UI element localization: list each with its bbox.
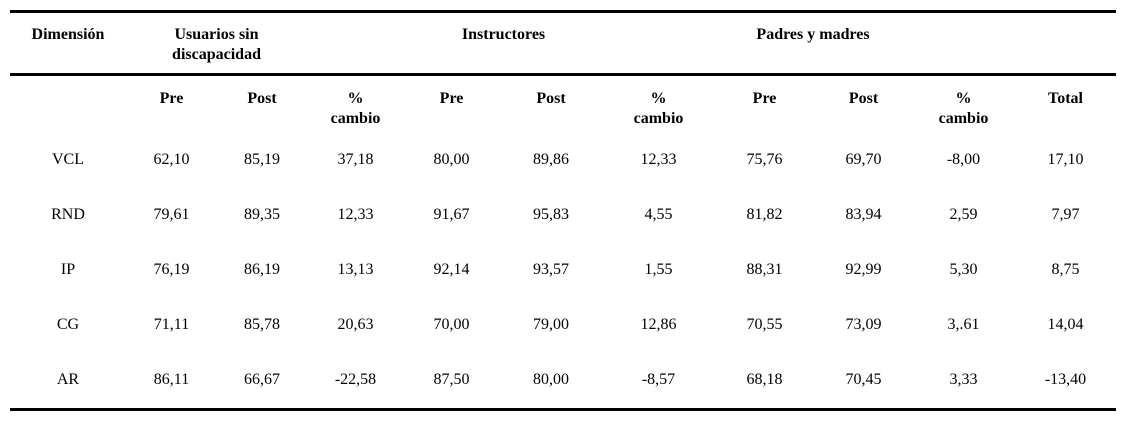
sub-header-pre-3: Pre [752,90,777,107]
group-header-padres-y-madres: Padres y madres [714,11,913,76]
cell: 88,31 [746,261,783,278]
sub-header-total: Total [1048,90,1083,107]
cell: 95,83 [533,206,570,223]
cell: 37,18 [337,151,374,168]
cell: 7,97 [1051,206,1080,223]
cell: 71,11 [153,316,190,333]
cell: 17,10 [1047,151,1084,168]
group-header-spacer [603,11,715,76]
row-label: RND [51,206,85,223]
row-label: VCL [52,151,84,168]
cell: -8,00 [946,151,981,168]
cell: 68,18 [746,371,783,388]
cell: 70,00 [433,316,470,333]
sub-header-post-2: Post [536,90,566,107]
cell: 70,55 [746,316,783,333]
cell: 83,94 [845,206,882,223]
cell: 89,86 [533,151,570,168]
row-label: AR [56,371,80,388]
cell: 12,33 [337,206,374,223]
sub-header-pct-change-1: % cambio [330,90,381,127]
cell: 12,86 [640,316,677,333]
cell: 79,00 [533,316,570,333]
sub-header-pre-1: Pre [159,90,184,107]
sub-header-empty [10,75,126,133]
results-table: Dimensión Usuarios sin discapacidad Inst… [10,10,1117,411]
row-label: IP [60,261,76,278]
cell: 79,61 [153,206,190,223]
cell: 4,55 [644,206,673,223]
cell: 66,67 [244,371,280,388]
cell: -22,58 [334,371,377,388]
cell: 75,76 [746,151,783,168]
sub-header-post-3: Post [848,90,879,107]
group-header-row: Dimensión Usuarios sin discapacidad Inst… [10,11,1117,76]
sub-header-pct-change-2: % cambio [633,90,684,127]
cell: 62,10 [153,151,190,168]
table-row-ip: IP 76,19 86,19 13,13 92,14 93,57 1,55 88… [10,243,1116,298]
group-header-usuarios-sin-discapacidad: Usuarios sin discapacidad [126,11,308,76]
sub-header-pct-change-3: % cambio [938,90,989,127]
row-label: CG [56,316,80,333]
group-header-spacer [1015,11,1117,76]
cell: 89,35 [244,206,280,223]
cell: 86,19 [244,261,280,278]
cell: 73,09 [845,316,882,333]
cell: 93,57 [533,261,570,278]
cell: 85,19 [244,151,280,168]
group-header-spacer [307,11,405,76]
group-header-spacer [912,11,1016,76]
cell: 3,33 [949,371,978,388]
cell: 80,00 [433,151,470,168]
cell: 69,70 [845,151,882,168]
cell: -8,57 [641,371,676,388]
cell: 70,45 [845,371,882,388]
cell: 20,63 [337,316,374,333]
cell: -13,40 [1044,371,1087,388]
table-row-vcl: VCL 62,10 85,19 37,18 80,00 89,86 12,33 … [10,133,1116,188]
sub-header-pre-2: Pre [439,90,464,107]
table-row-ar: AR 86,11 66,67 -22,58 87,50 80,00 -8,57 … [10,353,1116,410]
cell: 2,59 [949,206,978,223]
cell: 12,33 [640,151,677,168]
table-row-rnd: RND 79,61 89,35 12,33 91,67 95,83 4,55 8… [10,188,1116,243]
cell: 80,00 [533,371,570,388]
cell: 86,11 [153,371,190,388]
cell: 87,50 [433,371,470,388]
cell: 76,19 [153,261,190,278]
cell: 85,78 [244,316,280,333]
cell: 14,04 [1047,316,1084,333]
cell: 13,13 [337,261,374,278]
cell: 91,67 [433,206,470,223]
cell: 92,14 [433,261,470,278]
cell: 92,99 [845,261,882,278]
cell: 81,82 [746,206,783,223]
group-header-instructores: Instructores [404,11,604,76]
sub-header-post-1: Post [247,90,277,107]
cell: 8,75 [1051,261,1080,278]
column-header-dimension: Dimensión [10,11,126,76]
cell: 5,30 [949,261,978,278]
cell: 1,55 [644,261,673,278]
table-row-cg: CG 71,11 85,78 20,63 70,00 79,00 12,86 7… [10,298,1116,353]
cell: 3,.61 [947,316,980,333]
sub-header-row: Pre Post % cambio Pre Post % cambio Pre … [10,75,1116,133]
